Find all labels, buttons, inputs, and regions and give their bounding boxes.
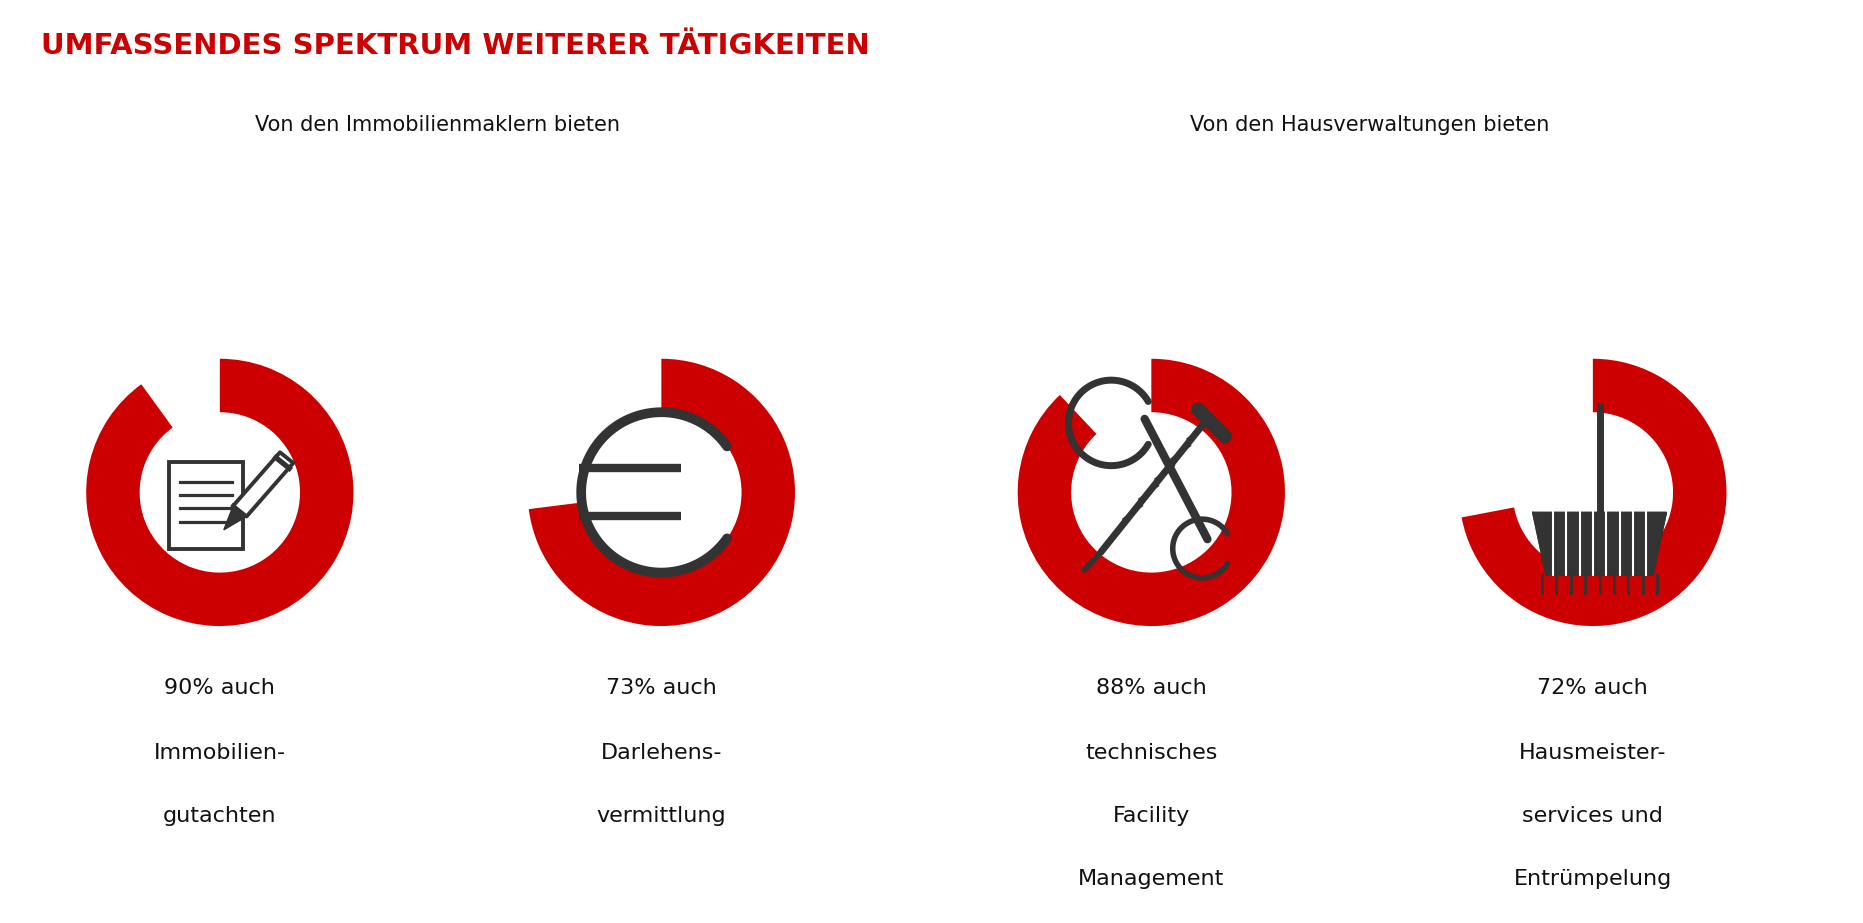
Text: vermittlung: vermittlung <box>596 806 727 826</box>
Bar <box>170 462 242 548</box>
Text: 90% auch: 90% auch <box>164 678 276 699</box>
Polygon shape <box>1533 512 1666 575</box>
Text: technisches: technisches <box>1084 743 1218 763</box>
Text: Entrümpelung: Entrümpelung <box>1515 869 1671 889</box>
Wedge shape <box>1462 359 1727 626</box>
Text: Hausmeister-: Hausmeister- <box>1518 743 1667 763</box>
Wedge shape <box>86 359 354 626</box>
Polygon shape <box>233 452 292 517</box>
Text: services und: services und <box>1522 806 1664 826</box>
Text: Facility: Facility <box>1112 806 1190 826</box>
Wedge shape <box>529 359 796 626</box>
Text: 88% auch: 88% auch <box>1095 678 1207 699</box>
Text: gutachten: gutachten <box>164 806 276 826</box>
Text: Von den Immobilienmaklern bieten: Von den Immobilienmaklern bieten <box>255 115 620 136</box>
Text: 72% auch: 72% auch <box>1537 678 1649 699</box>
Polygon shape <box>224 506 246 530</box>
Text: Darlehens-: Darlehens- <box>600 743 723 763</box>
Text: UMFASSENDES SPEKTRUM WEITERER TÄTIGKEITEN: UMFASSENDES SPEKTRUM WEITERER TÄTIGKEITE… <box>41 32 870 60</box>
Text: Management: Management <box>1079 869 1224 889</box>
Text: Von den Hausverwaltungen bieten: Von den Hausverwaltungen bieten <box>1190 115 1548 136</box>
Wedge shape <box>1017 359 1285 626</box>
Text: Immobilien-: Immobilien- <box>155 743 285 763</box>
Text: 73% auch: 73% auch <box>605 678 717 699</box>
